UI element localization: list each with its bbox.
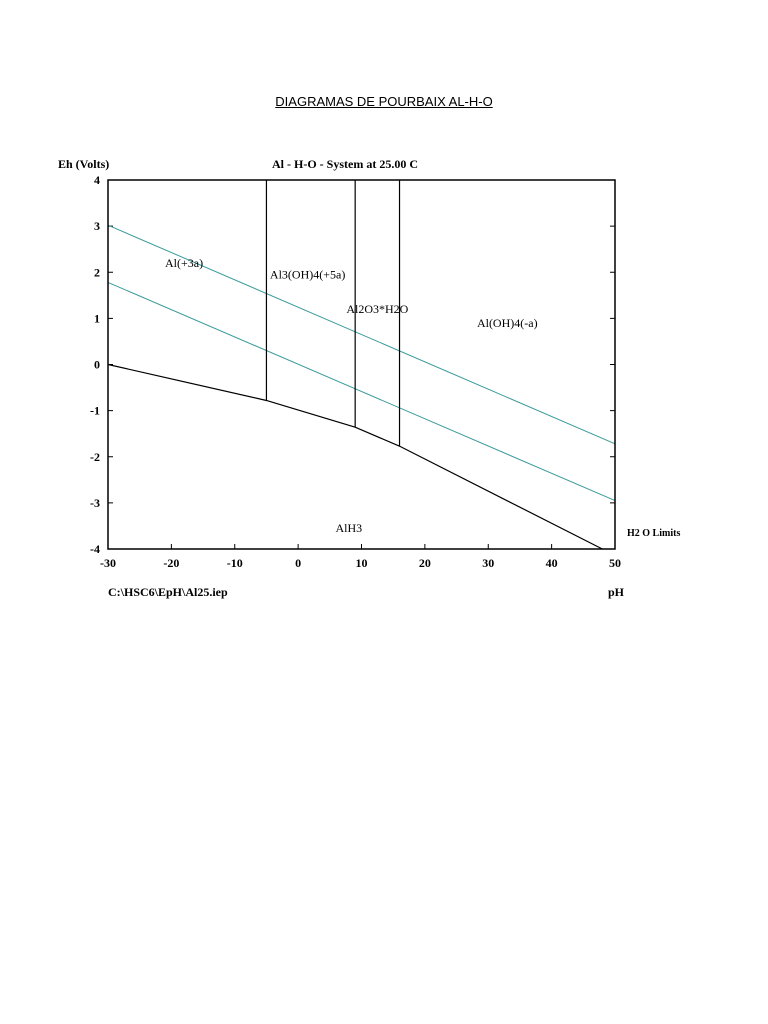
- x-tick-label: 50: [609, 556, 621, 570]
- water-limit-line-1: [107, 224, 616, 445]
- y-tick-label: -1: [90, 404, 100, 418]
- water-limits-label: H2 O Limits: [627, 528, 680, 539]
- chart-title: Al - H-O - System at 25.00 C: [272, 157, 418, 171]
- y-tick-label: -4: [90, 542, 100, 556]
- document-heading: DIAGRAMAS DE POURBAIX AL-H-O: [275, 94, 493, 109]
- y-tick-label: -2: [90, 450, 100, 464]
- x-tick-label: 20: [419, 556, 431, 570]
- x-tick-label: -20: [163, 556, 179, 570]
- y-axis-label: Eh (Volts): [58, 157, 109, 171]
- x-tick-label: -10: [227, 556, 243, 570]
- y-tick-label: 0: [94, 358, 100, 372]
- y-tick-label: -3: [90, 496, 100, 510]
- region-label: Al(+3a): [165, 256, 203, 270]
- source-file-label: C:\HSC6\EpH\Al25.iep: [108, 585, 228, 599]
- x-tick-label: 40: [546, 556, 558, 570]
- y-tick-label: 4: [94, 173, 100, 187]
- water-limit-line-2: [107, 281, 616, 502]
- region-label: AlH3: [335, 521, 362, 535]
- x-tick-label: 0: [295, 556, 301, 570]
- y-tick-label: 1: [94, 311, 100, 325]
- x-tick-label: 30: [482, 556, 494, 570]
- region-label: Al3(OH)4(+5a): [270, 268, 345, 282]
- x-tick-label: -30: [100, 556, 116, 570]
- x-axis-label: pH: [608, 585, 625, 599]
- y-tick-label: 2: [94, 265, 100, 279]
- x-tick-label: 10: [356, 556, 368, 570]
- y-tick-label: 3: [94, 219, 100, 233]
- region-label: Al2O3*H2O: [346, 302, 408, 316]
- region-label: Al(OH)4(-a): [477, 316, 538, 330]
- plot-frame: [107, 179, 616, 550]
